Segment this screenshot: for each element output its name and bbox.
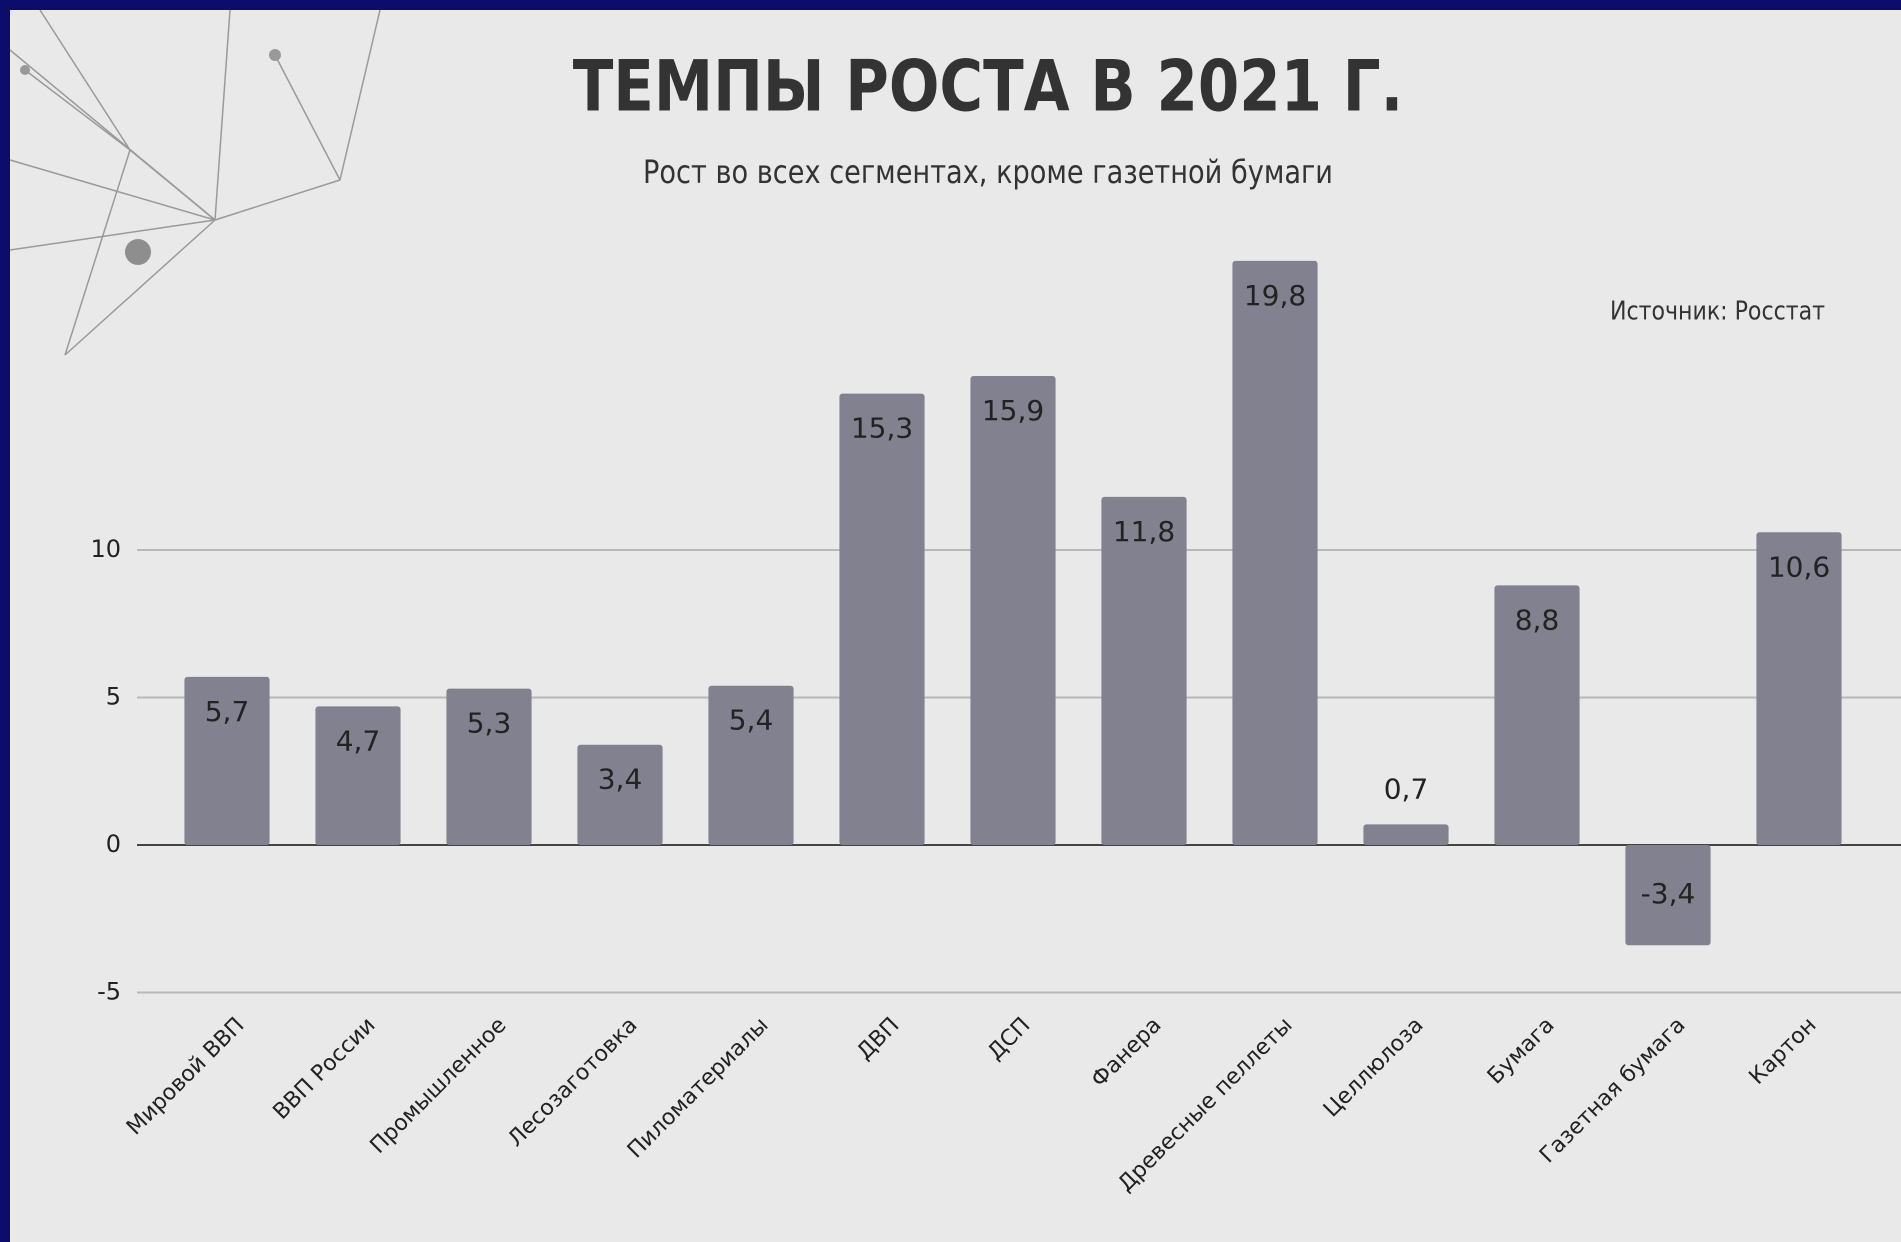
y-tick-label: 5 [106, 683, 121, 711]
bar [839, 393, 925, 845]
chart-title: ТЕМПЫ РОСТА В 2021 Г. [573, 47, 1404, 128]
y-tick-label: 10 [90, 535, 121, 563]
value-label: 5,4 [729, 704, 774, 737]
value-label: 3,4 [598, 763, 643, 796]
value-label: 4,7 [336, 724, 381, 757]
value-label: -3,4 [1641, 877, 1696, 910]
bar [1101, 496, 1187, 845]
bar [315, 706, 401, 845]
decoration-dot [20, 65, 30, 75]
bar [1363, 824, 1449, 845]
decoration-dot [269, 49, 281, 61]
y-tick-label: 0 [106, 830, 121, 858]
bar [1756, 532, 1842, 845]
bar [446, 688, 532, 845]
bar [1494, 585, 1580, 845]
decoration-dot [125, 239, 151, 265]
bar [184, 676, 270, 845]
value-label: 5,3 [467, 707, 512, 740]
bar [970, 375, 1056, 845]
chart-subtitle: Рост во всех сегментах, кроме газетной б… [643, 154, 1333, 192]
value-label: 11,8 [1113, 515, 1175, 548]
bar [577, 744, 663, 845]
value-label: 10,6 [1768, 550, 1830, 583]
bar [1625, 845, 1711, 946]
source-note: Источник: Росстат [1610, 296, 1825, 326]
value-label: 5,7 [205, 695, 250, 728]
value-label: 15,9 [982, 394, 1044, 427]
decoration [9, 9, 381, 356]
bar [708, 685, 794, 845]
value-label: 8,8 [1515, 603, 1560, 636]
value-label: 19,8 [1244, 279, 1306, 312]
bar [1232, 260, 1318, 845]
value-label: 15,3 [851, 412, 913, 445]
value-label: 0,7 [1384, 772, 1429, 805]
y-tick-label: -5 [97, 978, 121, 1006]
